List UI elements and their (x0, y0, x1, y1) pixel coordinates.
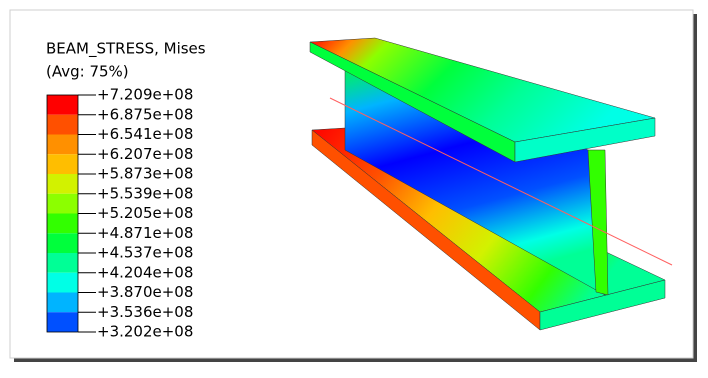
legend-color-band (47, 154, 78, 174)
viewport: BEAM_STRESS, Mises (Avg: 75%) +7.209e+08… (0, 0, 708, 378)
legend-color-band (47, 253, 78, 273)
legend-color-band (47, 115, 78, 135)
legend-label: +6.541e+08 (97, 125, 193, 143)
legend-color-band (47, 214, 78, 234)
legend-label: +6.875e+08 (97, 105, 193, 123)
legend-label: +4.204e+08 (97, 263, 193, 281)
legend-label: +3.202e+08 (97, 323, 193, 341)
legend-color-band (47, 233, 78, 253)
legend-label: +5.539e+08 (97, 184, 193, 202)
legend-label: +5.205e+08 (97, 204, 193, 222)
legend-label: +4.871e+08 (97, 224, 193, 242)
legend-color-band (47, 135, 78, 155)
legend-color-band (47, 174, 78, 194)
legend-color-band (47, 273, 78, 293)
legend-color-band (47, 312, 78, 332)
legend-label: +3.870e+08 (97, 283, 193, 301)
legend-color-band (47, 293, 78, 313)
legend-label: +3.536e+08 (97, 303, 193, 321)
legend-label: +7.209e+08 (97, 86, 193, 104)
legend-label: +6.207e+08 (97, 145, 193, 163)
page: BEAM_STRESS, Mises (Avg: 75%) +7.209e+08… (0, 0, 708, 378)
legend-label: +4.537e+08 (97, 244, 193, 262)
legend-color-band (47, 95, 78, 115)
legend-label: +5.873e+08 (97, 165, 193, 183)
legend-color-band (47, 194, 78, 214)
legend-title: BEAM_STRESS, Mises (46, 40, 206, 59)
legend-subtitle: (Avg: 75%) (46, 63, 129, 81)
